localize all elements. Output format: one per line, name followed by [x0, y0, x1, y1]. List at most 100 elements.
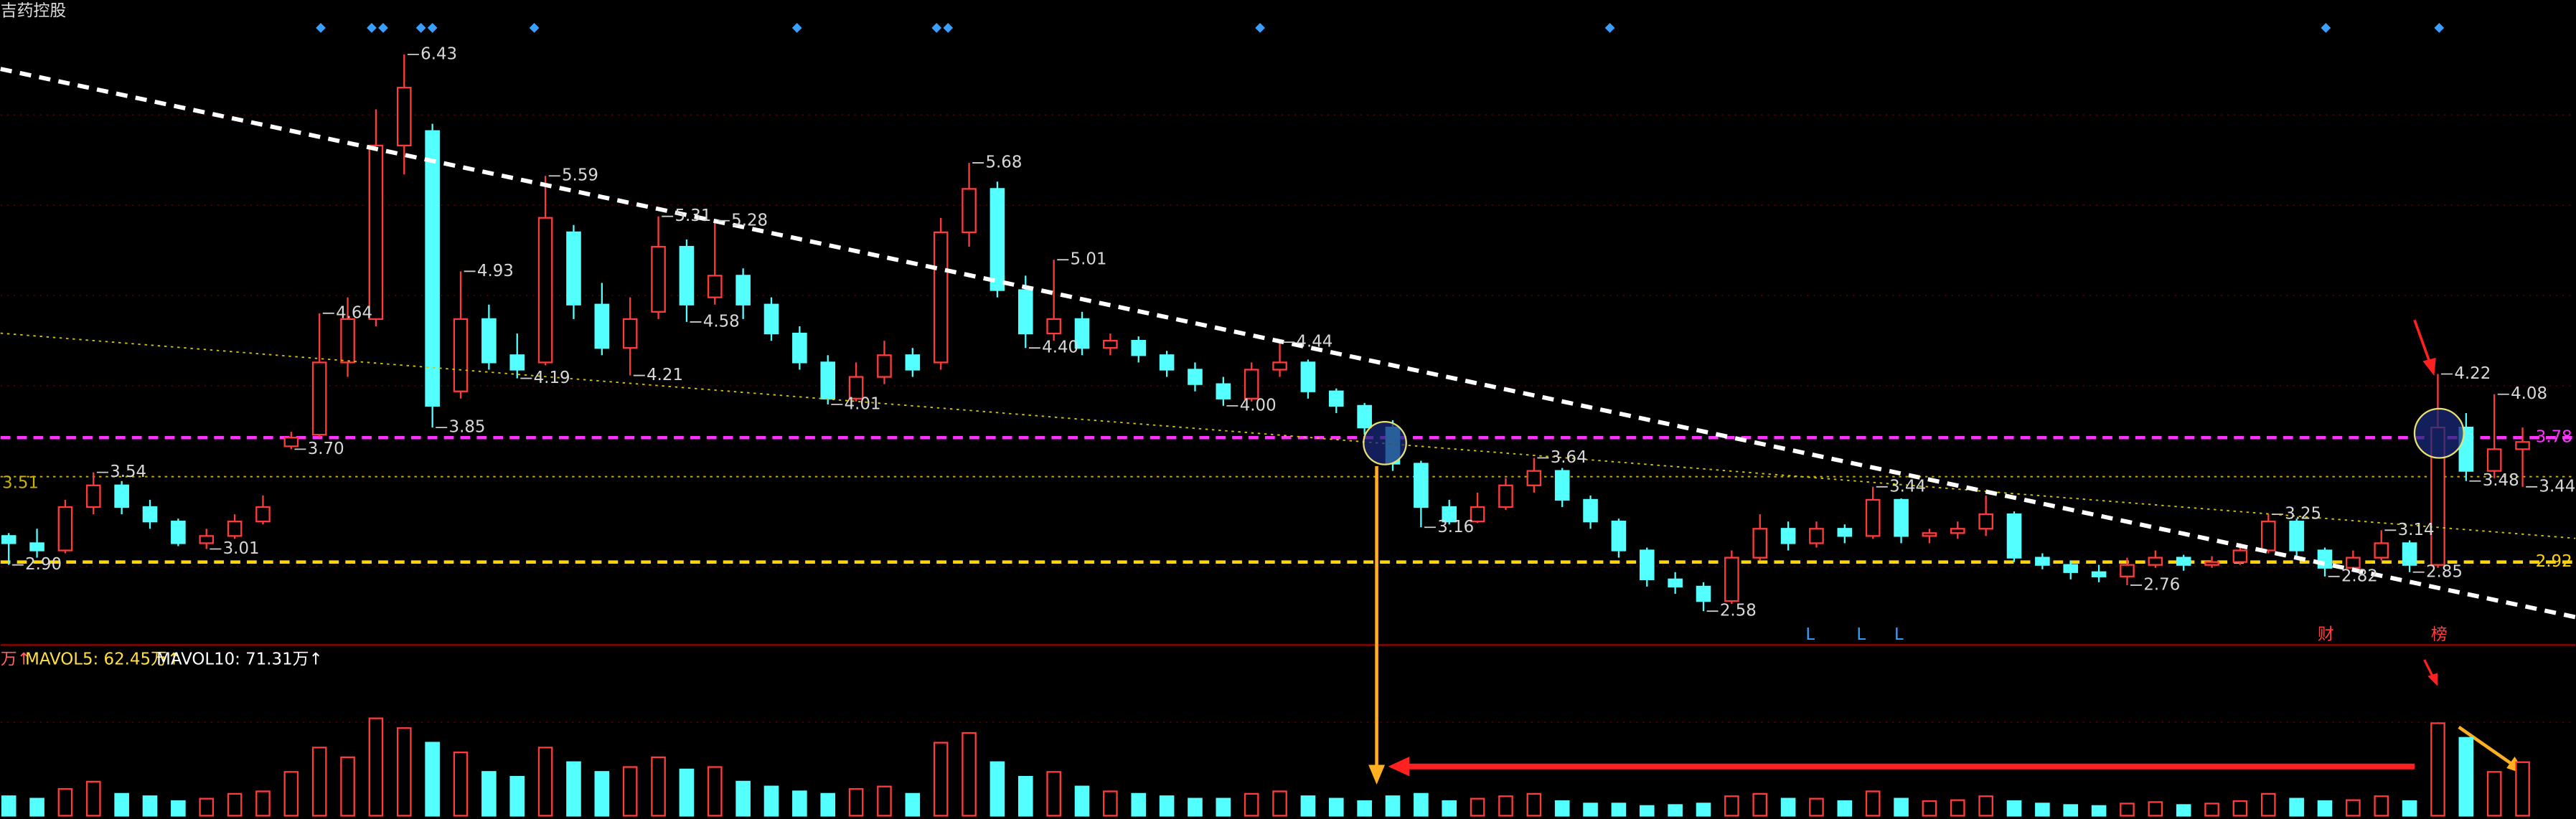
arrow-head: [1388, 757, 1410, 777]
volume-bar: [2430, 722, 2445, 817]
candle-body: [1017, 289, 1033, 335]
candle-body: [1357, 404, 1372, 429]
volume-bar: [481, 771, 497, 817]
volume-header: 万↑: [1, 650, 31, 669]
candle-body: [142, 506, 158, 523]
price-annotation: 4.19: [534, 369, 570, 387]
candle-body: [425, 130, 440, 407]
candle-body: [2289, 521, 2304, 551]
price-annotation: 3.44: [1889, 477, 1926, 496]
candle-body: [1272, 361, 1287, 371]
candle-body: [227, 521, 243, 537]
volume-bar: [1978, 795, 1993, 817]
candle-body: [2232, 549, 2248, 563]
volume-bar: [2289, 797, 2304, 817]
volume-bar: [2232, 800, 2248, 817]
volume-bar: [1837, 800, 1853, 817]
volume-bar: [989, 761, 1005, 817]
candle-body: [509, 354, 525, 371]
candle-body: [2374, 542, 2389, 559]
volume-bar: [566, 761, 581, 817]
volume-bar: [2346, 799, 2361, 817]
volume-bar: [29, 797, 44, 817]
arrow: [2413, 319, 2431, 362]
volume-bar: [425, 742, 440, 817]
volume-bar: [707, 766, 723, 817]
volume-bar: [2402, 800, 2417, 817]
volume-bar: [1865, 790, 1881, 817]
volume-bar: [933, 742, 949, 817]
volume-bar: [1103, 790, 1118, 817]
event-marker: 榜: [2431, 625, 2448, 644]
price-annotation: 5.01: [1071, 250, 1107, 269]
volume-bar: [1526, 792, 1542, 817]
candle-body: [679, 245, 695, 306]
volume-bar: [311, 747, 327, 817]
candles: 3.78 2.92 3.51: [0, 54, 2576, 612]
volume-bar: [1922, 800, 1937, 817]
candle-body: [820, 361, 836, 399]
candle-body: [1696, 585, 1711, 602]
price-annotation: 3.70: [308, 440, 344, 458]
price-level-label: 3.78: [2536, 428, 2572, 447]
volume-bar: [651, 756, 666, 817]
candle-body: [1865, 498, 1881, 537]
candle-body: [1414, 463, 1429, 508]
candle-body: [1611, 521, 1627, 551]
volume-bar: [1780, 797, 1796, 817]
arrow-head: [2427, 673, 2438, 686]
candle-body: [29, 542, 44, 551]
volume-bar: [763, 785, 779, 817]
price-annotation: 5.31: [674, 207, 711, 225]
grid: [0, 114, 2576, 723]
volume-bar: [905, 792, 921, 817]
candle-body: [763, 303, 779, 335]
candle-body: [1639, 549, 1655, 580]
volume-bar: [1639, 805, 1655, 817]
volume-bar: [1272, 790, 1287, 817]
candle-body: [1526, 470, 1542, 486]
volume-bar: [57, 787, 73, 817]
price-annotation: 4.64: [336, 303, 372, 322]
candle-body: [171, 521, 186, 544]
price-annotation: 5.68: [985, 153, 1022, 172]
candle-body: [1583, 498, 1598, 523]
event-marker: L: [1894, 625, 1904, 644]
price-annotation: 4.44: [1296, 333, 1332, 351]
candle-body: [1837, 528, 1853, 537]
candle-body: [735, 275, 751, 306]
volume-bar: [453, 752, 469, 817]
candle-body: [311, 361, 327, 436]
candle-body: [481, 318, 497, 364]
event-marker: L: [1856, 625, 1866, 644]
candle-body: [1103, 339, 1118, 349]
volume-bar: [2317, 800, 2333, 817]
volume-header: MAVOL10: 71.31万↑: [156, 650, 323, 669]
price-annotation: 4.01: [845, 394, 881, 413]
volume-bar: [2120, 803, 2135, 817]
volume-bar: [396, 727, 412, 817]
candle-body: [340, 318, 355, 364]
volume-bar: [509, 775, 525, 817]
price-annotation: 4.21: [647, 366, 683, 384]
candle-body: [622, 318, 638, 349]
candle-body: [2063, 564, 2079, 573]
volume-bar: [1554, 800, 1570, 817]
candle-body: [905, 354, 921, 371]
volume-bar: [1159, 795, 1175, 817]
volume-bar: [1046, 771, 1061, 817]
volume-bar: [2374, 795, 2389, 817]
candle-body: [57, 506, 73, 551]
candle-body: [1188, 369, 1203, 385]
candle-body: [2035, 557, 2050, 566]
price-annotation: 3.01: [223, 539, 260, 558]
price-annotation: 3.64: [1551, 448, 1587, 467]
price-annotation: 2.58: [1720, 602, 1757, 620]
candle-body: [1894, 498, 1909, 537]
candle-body: [1244, 369, 1259, 399]
price-annotation: 4.40: [1042, 339, 1078, 357]
volume-bar: [2035, 803, 2050, 817]
volume-bar: [255, 790, 271, 817]
volume-bar: [1611, 803, 1627, 817]
